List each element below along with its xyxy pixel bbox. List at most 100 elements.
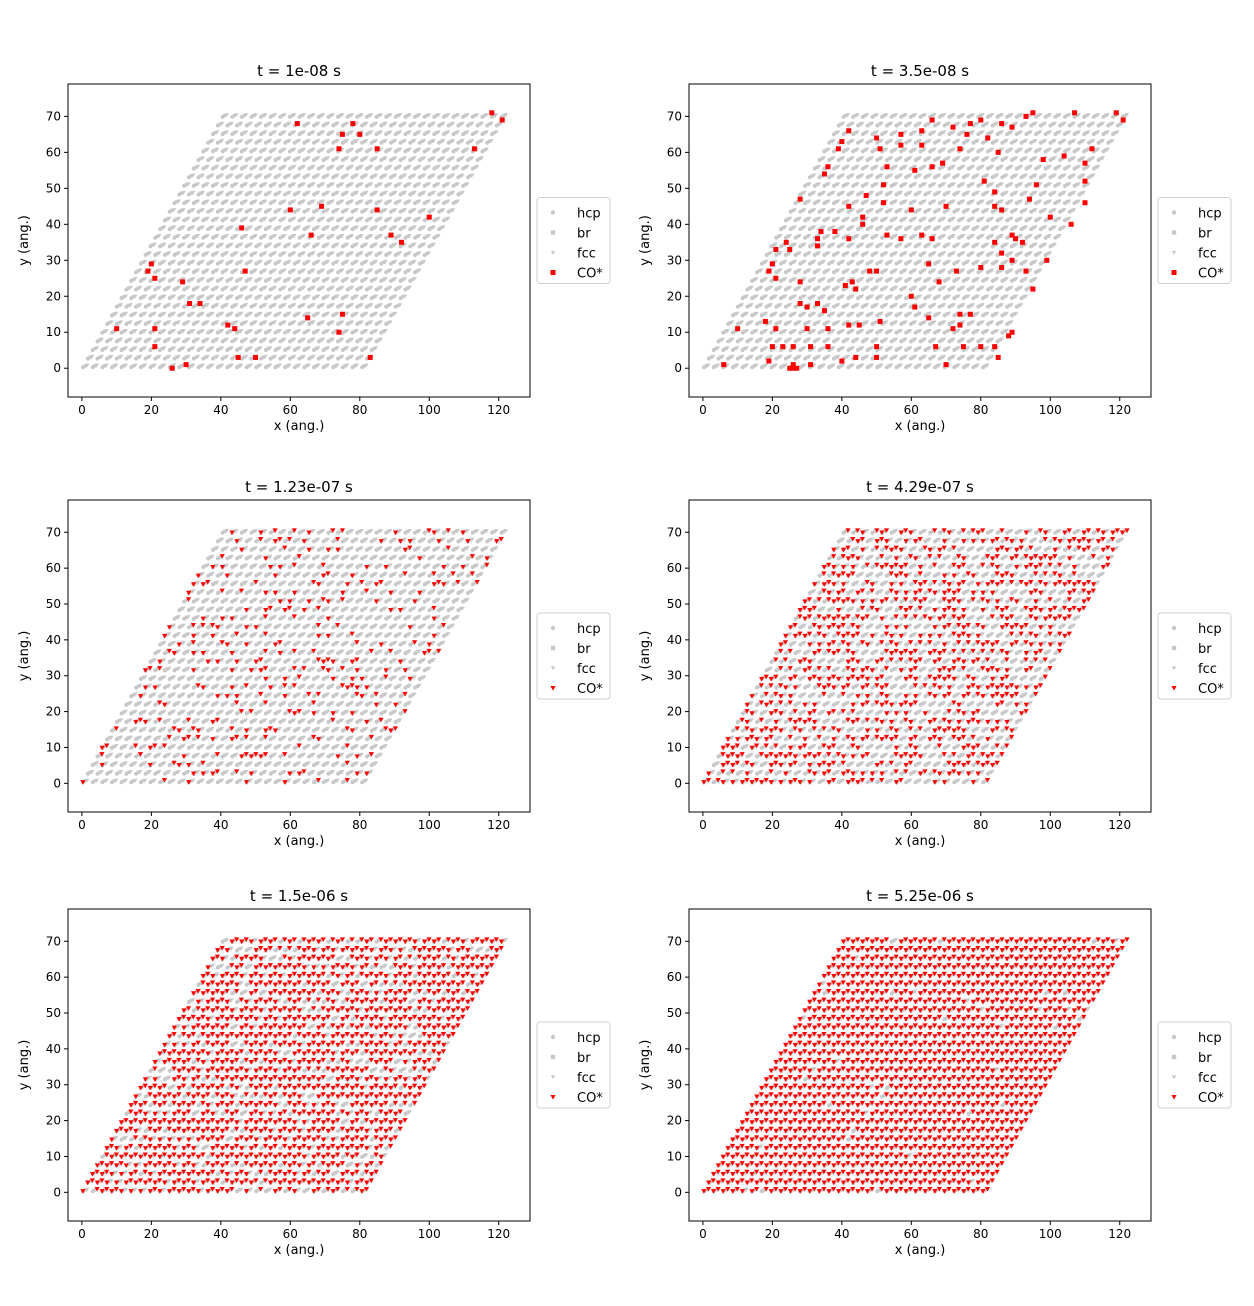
y-tick-label: 20 [667,289,682,303]
co-point [773,326,778,331]
co-point [944,204,949,209]
co-point [846,128,851,133]
co-point [954,269,959,274]
co-point [937,279,942,284]
co-point [874,135,879,140]
co-point [857,323,862,328]
co-point [930,236,935,241]
legend-label: br [1198,1051,1212,1066]
y-tick-label: 30 [46,253,61,267]
co-point [885,233,890,238]
co-point [791,366,796,371]
co-point [288,207,293,212]
co-point [225,323,230,328]
co-point [919,143,924,148]
y-tick-label: 40 [46,633,61,647]
co-point [766,269,771,274]
co-point [170,366,175,371]
y-tick-label: 10 [46,325,61,339]
x-tick-label: 100 [418,403,441,417]
legend-label: br [1198,227,1212,242]
x-tick-label: 20 [765,1227,780,1241]
panel-3: t = 1.23e-07 s0 20 40 60 80 100 12001020304050… [17,478,610,849]
legend-label: hcp [577,622,601,637]
legend-label: fcc [1198,247,1217,262]
legend-label: CO* [1198,682,1224,697]
co-point [1010,258,1015,263]
y-tick-label: 0 [53,776,61,790]
co-point [985,135,990,140]
co-point [964,132,969,137]
co-point [825,344,830,349]
panel-1: t = 1e-08 s0 20 40 60 80 100 12001020304050607… [17,62,610,434]
co-point [763,319,768,324]
co-point [1069,222,1074,227]
co-point [1121,117,1126,122]
co-point [864,193,869,198]
x-axis-label: x (ang.) [274,1243,325,1258]
panel-6: t = 5.25e-06 s0 20 40 60 80 100 12001020304050… [638,887,1231,1258]
y-tick-label: 40 [667,217,682,231]
co-point [1006,333,1011,338]
co-point [232,326,237,331]
co-point [787,247,792,252]
co-point [500,117,505,122]
x-tick-label: 20 [765,403,780,417]
y-tick-label: 40 [46,1042,61,1056]
x-tick-label: 120 [1108,403,1131,417]
x-axis-label: x (ang.) [895,1243,946,1258]
x-tick-label: 60 [904,818,919,832]
y-tick-label: 70 [667,109,682,123]
co-point [1083,161,1088,166]
co-point [825,164,830,169]
legend-label: br [577,1051,591,1066]
y-tick-label: 60 [667,561,682,575]
x-tick-label: 0 [78,403,86,417]
co-point [853,287,858,292]
y-tick-label: 60 [46,145,61,159]
co-point [878,146,883,151]
x-tick-label: 120 [487,403,510,417]
co-point [978,117,983,122]
legend-label: fcc [577,247,596,262]
co-point [145,269,150,274]
x-tick-label: 20 [144,1227,159,1241]
y-tick-label: 10 [667,740,682,754]
co-point [784,240,789,245]
axes-frame [689,500,1151,812]
y-axis-label: y (ang.) [17,215,32,266]
co-point [773,247,778,252]
y-tick-label: 50 [46,1006,61,1020]
legend-label: CO* [1198,1091,1224,1106]
co-point [926,315,931,320]
co-point [1030,287,1035,292]
co-point [815,236,820,241]
co-point [999,207,1004,212]
co-point [336,330,341,335]
legend-label: CO* [577,267,603,282]
co-point [846,204,851,209]
y-tick-label: 60 [667,970,682,984]
co-point [944,362,949,367]
x-tick-label: 60 [904,403,919,417]
legend-label: hcp [1198,622,1222,637]
x-tick-label: 80 [973,403,988,417]
x-tick-label: 40 [213,1227,228,1241]
legend-label: hcp [1198,207,1222,222]
panel-4: t = 4.29e-07 s0 20 40 60 80 100 12001020304050… [638,478,1231,849]
y-tick-label: 20 [46,705,61,719]
x-tick-label: 20 [144,818,159,832]
co-point [1041,157,1046,162]
co-point [340,312,345,317]
x-tick-label: 80 [352,818,367,832]
co-point [375,207,380,212]
co-point [472,146,477,151]
co-point [825,326,830,331]
co-point [180,279,185,284]
y-tick-label: 70 [46,934,61,948]
x-tick-label: 60 [283,818,298,832]
x-tick-label: 120 [487,1227,510,1241]
